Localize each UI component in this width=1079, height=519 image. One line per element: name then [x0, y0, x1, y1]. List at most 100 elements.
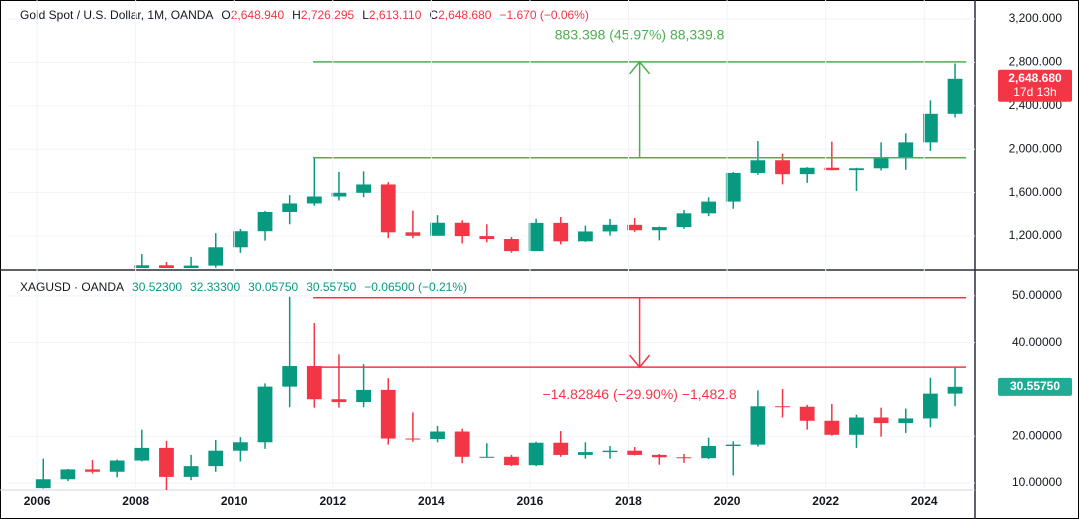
candle-body: [775, 406, 790, 408]
candle-body: [504, 456, 519, 466]
candle-body: [306, 366, 322, 400]
candle-body: [331, 192, 347, 197]
candle-body: [873, 417, 889, 424]
candle-body: [799, 406, 815, 421]
candle-body: [85, 469, 100, 472]
candle-body: [725, 444, 741, 447]
ohlc-value: 2,613.110: [369, 8, 422, 22]
candle-body: [430, 431, 445, 440]
candle-body: [183, 265, 199, 268]
ohlc-value: 2,726.295: [301, 8, 355, 22]
candle-body: [873, 157, 889, 169]
last-price-label: 2,648.680: [1008, 71, 1062, 85]
candle-body: [651, 227, 667, 231]
ohlc-value: 2,648.680: [438, 8, 492, 22]
candle-body: [947, 78, 963, 114]
candle-body: [208, 247, 224, 266]
candle-body: [208, 450, 224, 467]
candle-body: [183, 466, 199, 477]
candle-body: [553, 442, 569, 455]
ohlc-value: 30.05750: [248, 280, 298, 294]
x-tick-label: 2018: [615, 494, 642, 508]
candle-body: [257, 386, 273, 443]
ohlc-key: O: [221, 8, 230, 22]
measure-label: −14.82846 (−29.90%) −1,482.8: [542, 386, 736, 402]
candle-body: [232, 231, 248, 248]
y-tick-label: 50.00000: [1012, 288, 1062, 302]
candle-body: [701, 446, 716, 459]
last-price-tag: [998, 69, 1072, 102]
x-tick-label: 2006: [24, 494, 51, 508]
candle-body: [405, 438, 421, 440]
candle-body: [898, 418, 914, 424]
y-tick-label: 10.00000: [1012, 475, 1062, 489]
candle-body: [651, 454, 667, 458]
measure-arrowhead: [629, 60, 651, 75]
candle-body: [923, 113, 938, 143]
candle-body: [430, 222, 445, 236]
candle-body: [627, 224, 643, 231]
y-tick-label: 40.00000: [1012, 335, 1062, 349]
candle-body: [528, 442, 544, 466]
candle-body: [134, 447, 150, 461]
candle-body: [577, 452, 593, 455]
change-label: −1.670 (−0.06%): [499, 8, 588, 22]
candle-body: [750, 160, 766, 173]
ohlc-value: 30.52300: [132, 280, 182, 294]
candle-body: [380, 389, 396, 439]
symbol-label: Gold Spot / U.S. Dollar, 1M, OANDA: [20, 8, 213, 22]
x-tick-label: 2010: [221, 494, 248, 508]
candle-body: [528, 222, 544, 252]
x-tick-label: 2008: [122, 494, 149, 508]
candle-body: [159, 447, 174, 477]
candle-body: [405, 232, 421, 236]
y-tick-label: 3,200.000: [1009, 11, 1063, 25]
candle-body: [282, 203, 298, 213]
candle-body: [602, 224, 618, 232]
x-tick-label: 2020: [714, 494, 741, 508]
candle-body: [257, 212, 273, 232]
ohlc-value: 30.55750: [306, 280, 356, 294]
candle-body: [306, 196, 322, 204]
x-tick-label: 2014: [418, 494, 445, 508]
candle-body: [504, 239, 519, 252]
ohlc-key: L: [362, 8, 369, 22]
measure-arrowhead: [629, 354, 651, 369]
candle-body: [824, 167, 840, 171]
x-tick-label: 2024: [911, 494, 938, 508]
ohlc-key: C: [429, 8, 438, 22]
candle-body: [676, 457, 692, 459]
y-tick-label: 1,200.000: [1009, 228, 1063, 242]
candle-body: [479, 456, 495, 458]
candle-body: [602, 450, 618, 453]
y-tick-label: 20.00000: [1012, 428, 1062, 442]
candle-body: [799, 167, 815, 175]
measure-label: 883.398 (45.97%) 88,339.8: [555, 27, 725, 43]
ohlc-key: H: [292, 8, 301, 22]
candles: [35, 296, 963, 490]
x-tick-label: 2012: [319, 494, 346, 508]
candle-body: [947, 386, 963, 394]
x-tick-label: 2016: [517, 494, 544, 508]
candle-body: [331, 399, 347, 403]
y-tick-label: 2,800.000: [1009, 55, 1063, 69]
symbol-label: XAGUSD · OANDA: [20, 280, 124, 294]
candle-body: [775, 160, 790, 175]
candle-body: [725, 172, 741, 202]
candle-body: [898, 142, 914, 158]
y-tick-label: 1,600.000: [1009, 185, 1063, 199]
candle-body: [232, 442, 248, 451]
candle-body: [60, 469, 76, 480]
candle-body: [356, 389, 371, 403]
candle-body: [750, 406, 766, 445]
candle-body: [454, 222, 470, 237]
candle-body: [577, 231, 593, 242]
candle-body: [824, 420, 840, 435]
candle-body: [35, 479, 51, 489]
candle-body: [627, 450, 643, 455]
ohlc-value: 2,648.940: [231, 8, 285, 22]
countdown-label: 17d 13h: [1013, 85, 1056, 99]
candle-body: [282, 366, 298, 387]
candle-body: [923, 393, 938, 419]
